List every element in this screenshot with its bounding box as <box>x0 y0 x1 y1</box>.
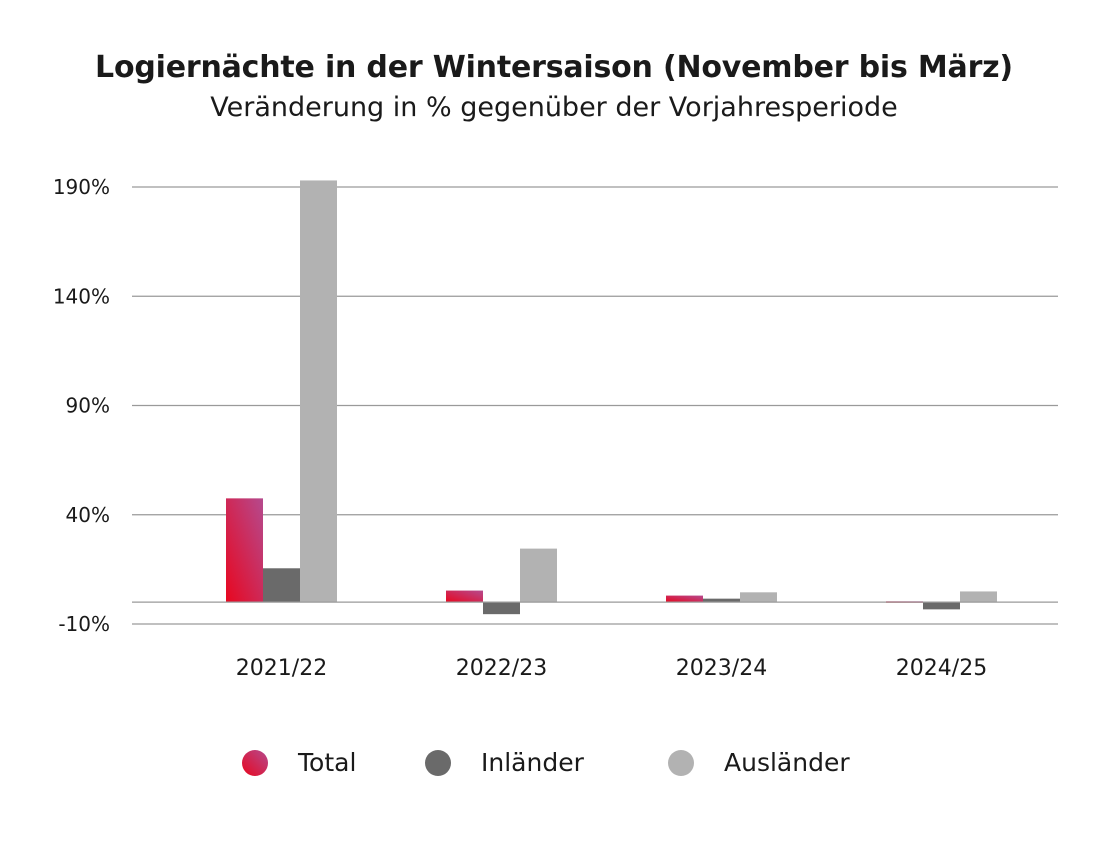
bar-inländer-2023-24 <box>703 598 740 603</box>
legend-label: Ausländer <box>724 748 850 777</box>
x-category-label: 2022/23 <box>456 656 547 681</box>
x-category-label: 2023/24 <box>676 656 767 681</box>
y-tick-label: 190% <box>53 175 110 199</box>
bar-ausländer-2022-23 <box>520 548 557 603</box>
bar-inländer-2022-23 <box>483 602 520 615</box>
bar-total-2022-23 <box>446 590 483 603</box>
x-category-label: 2024/25 <box>896 656 987 681</box>
legend-swatch <box>242 749 268 776</box>
legend-item-total: Total <box>242 748 356 777</box>
bar-ausländer-2024-25 <box>960 591 997 603</box>
legend: Total Inländer Ausländer <box>0 748 1108 788</box>
chart-subtitle: Veränderung in % gegenüber der Vorjahres… <box>210 92 898 123</box>
y-tick-label: 140% <box>53 284 110 308</box>
chart-title: Logiernächte in der Wintersaison (Novemb… <box>95 50 1013 85</box>
bar-inländer-2024-25 <box>923 602 960 610</box>
legend-item-inländer: Inländer <box>425 748 584 777</box>
y-tick-label: 90% <box>66 394 110 418</box>
legend-swatch <box>668 749 694 776</box>
bar-chart: 190% 140% 90% 40% -10% 2021/22 2022/23 2023/24 2… <box>53 175 1058 681</box>
legend-swatch <box>425 749 451 776</box>
legend-label: Total <box>298 748 357 777</box>
x-category-label: 2021/22 <box>236 656 327 681</box>
bar-total-2021-22 <box>226 498 263 603</box>
bar-ausländer-2023-24 <box>740 592 777 603</box>
bar-ausländer-2021-22 <box>300 180 337 603</box>
legend-item-ausländer: Ausländer <box>668 748 850 777</box>
legend-label: Inländer <box>481 748 584 777</box>
bar-inländer-2021-22 <box>263 568 300 603</box>
bar-total-2023-24 <box>666 595 703 603</box>
y-tick-label: 40% <box>66 503 110 527</box>
y-tick-label: -10% <box>58 612 110 636</box>
